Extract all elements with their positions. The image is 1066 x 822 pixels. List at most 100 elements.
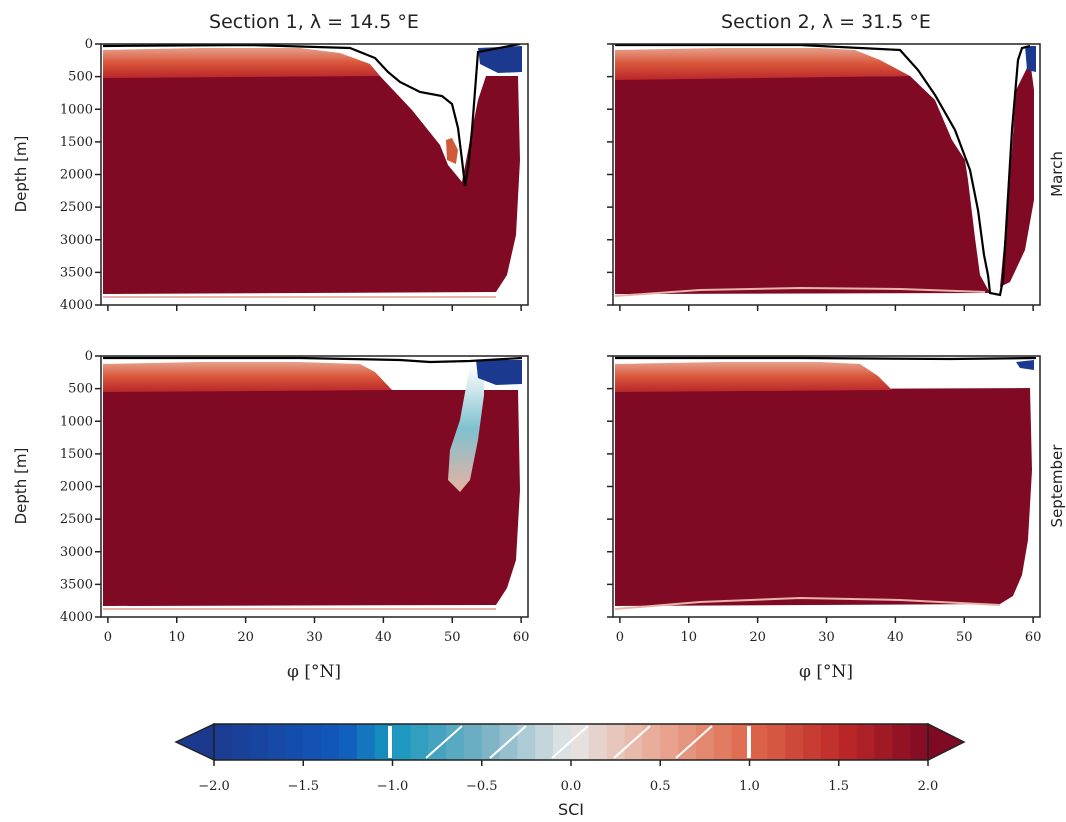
colorbar-tick-label: −0.5: [466, 779, 498, 794]
xlabel-left: φ [°N]: [287, 662, 341, 682]
colorbar-tick-label: −1.5: [287, 779, 319, 794]
colorbar-bin: [803, 724, 822, 760]
y-tick-label: 2500: [60, 512, 93, 527]
colorbar-tick-label: −1.0: [377, 779, 409, 794]
colorbar-bin: [535, 724, 554, 760]
column-title-1: Section 1, λ = 14.5 °E: [209, 11, 419, 33]
x-tick-label: 20: [749, 630, 766, 645]
mixed-layer-line: [615, 44, 1031, 297]
colorbar-extend-low: [174, 722, 215, 762]
y-tick-label: 1500: [60, 447, 93, 462]
panel-section1-march: [101, 44, 528, 305]
colorbar-bin: [606, 724, 626, 760]
x-tick-label: 60: [513, 630, 530, 645]
y-tick-label: 0: [85, 37, 93, 52]
field-blue-cap: [478, 46, 522, 73]
colorbar-bin: [695, 724, 715, 760]
y-tick-label: 500: [68, 70, 93, 85]
y-tick-label: 1000: [60, 102, 93, 117]
bottom-contour-band: [614, 286, 986, 297]
colorbar-bin: [731, 724, 751, 760]
y-tick-label: 4000: [60, 298, 93, 313]
x-tick-label: 0: [104, 630, 112, 645]
y-tick-label: 0: [85, 349, 93, 364]
x-tick-label: 10: [680, 630, 697, 645]
colorbar-bin: [446, 724, 465, 760]
colorbar-extend-high: [927, 722, 966, 762]
field-blue-cap: [476, 360, 522, 385]
field-main-east: [1000, 60, 1034, 287]
colorbar-bin: [624, 724, 643, 760]
field-main: [615, 76, 990, 294]
colorbar-bin: [642, 724, 661, 760]
y-tick-label: 4000: [60, 610, 93, 625]
colorbar-bin: [410, 724, 429, 760]
colorbar-bin: [267, 724, 286, 760]
colorbar-tick-label: 2.0: [918, 779, 939, 794]
colorbar-bin: [874, 724, 893, 760]
row-label-september: September: [1048, 444, 1066, 528]
y-tick-label: 3000: [60, 233, 93, 248]
x-tick-label: 50: [444, 630, 461, 645]
colorbar-bin: [249, 724, 269, 760]
colorbar-mark: [613, 725, 651, 759]
ylabel-bottom: Depth [m]: [12, 448, 30, 525]
colorbar-bin: [856, 724, 876, 760]
y-tick-label: 2500: [60, 200, 93, 215]
field-upper-layer: [103, 362, 392, 392]
colorbar-bin: [892, 724, 911, 760]
field-main: [103, 76, 520, 294]
y-tick-label: 2000: [60, 480, 93, 495]
colorbar-bin: [231, 724, 251, 760]
colorbar-tick-label: 0.5: [650, 779, 671, 794]
colorbar-ticks: −2.0 −1.5 −1.0 −0.5 0.0 0.5 1.0 1.5 2.0: [198, 760, 938, 794]
colorbar-bin: [660, 724, 679, 760]
panel-section2-september: [613, 356, 1040, 617]
x-tick-label: 20: [237, 630, 254, 645]
colorbar-tick-label: 0.0: [561, 779, 582, 794]
colorbar-bin: [785, 724, 804, 760]
mixed-layer-line: [103, 356, 523, 364]
colorbar-bin: [321, 724, 340, 760]
field-deep-orange: [446, 138, 458, 164]
field-upper-layer: [615, 362, 892, 392]
colorbar-bin: [214, 724, 233, 760]
colorbar-bin: [517, 724, 536, 760]
mixed-layer-line: [102, 44, 521, 187]
colorbar-mark: [675, 725, 713, 759]
x-tick-label: 40: [887, 630, 904, 645]
colorbar-bin: [338, 724, 358, 760]
colorbar-bin: [463, 724, 483, 760]
colorbar-tick-label: 1.0: [739, 779, 760, 794]
field-upper-layer: [103, 48, 380, 78]
x-tick-label: 0: [616, 630, 624, 645]
field-teal-plume: [448, 365, 484, 492]
colorbar-bin: [838, 724, 858, 760]
colorbar-mark: [425, 725, 463, 759]
colorbar-bin: [749, 724, 768, 760]
x-tick-label: 10: [168, 630, 185, 645]
colorbar-bin: [285, 724, 304, 760]
field-main: [615, 388, 1032, 606]
field-upper-layer: [615, 48, 910, 80]
y-tick-label: 1500: [60, 135, 93, 150]
panel-section2-march: [613, 44, 1040, 305]
x-tick-label: 30: [306, 630, 323, 645]
column-title-2: Section 2, λ = 31.5 °E: [721, 11, 931, 33]
colorbar-bin: [910, 724, 929, 760]
y-tick-label: 1000: [60, 414, 93, 429]
field-blue-cap: [1025, 46, 1036, 72]
y-tick-label: 500: [68, 382, 93, 397]
colorbar-bin: [767, 724, 786, 760]
xlabel-right: φ [°N]: [799, 662, 853, 682]
y-tick-label: 3500: [60, 265, 93, 280]
colorbar-contour-marks: [388, 725, 751, 759]
row-label-march: March: [1048, 151, 1066, 197]
colorbar-bin: [303, 724, 322, 760]
y-tick-label: 3000: [60, 545, 93, 560]
field-blue-cap: [1016, 360, 1034, 370]
mixed-layer-line: [615, 356, 1037, 361]
x-tick-label: 50: [956, 630, 973, 645]
